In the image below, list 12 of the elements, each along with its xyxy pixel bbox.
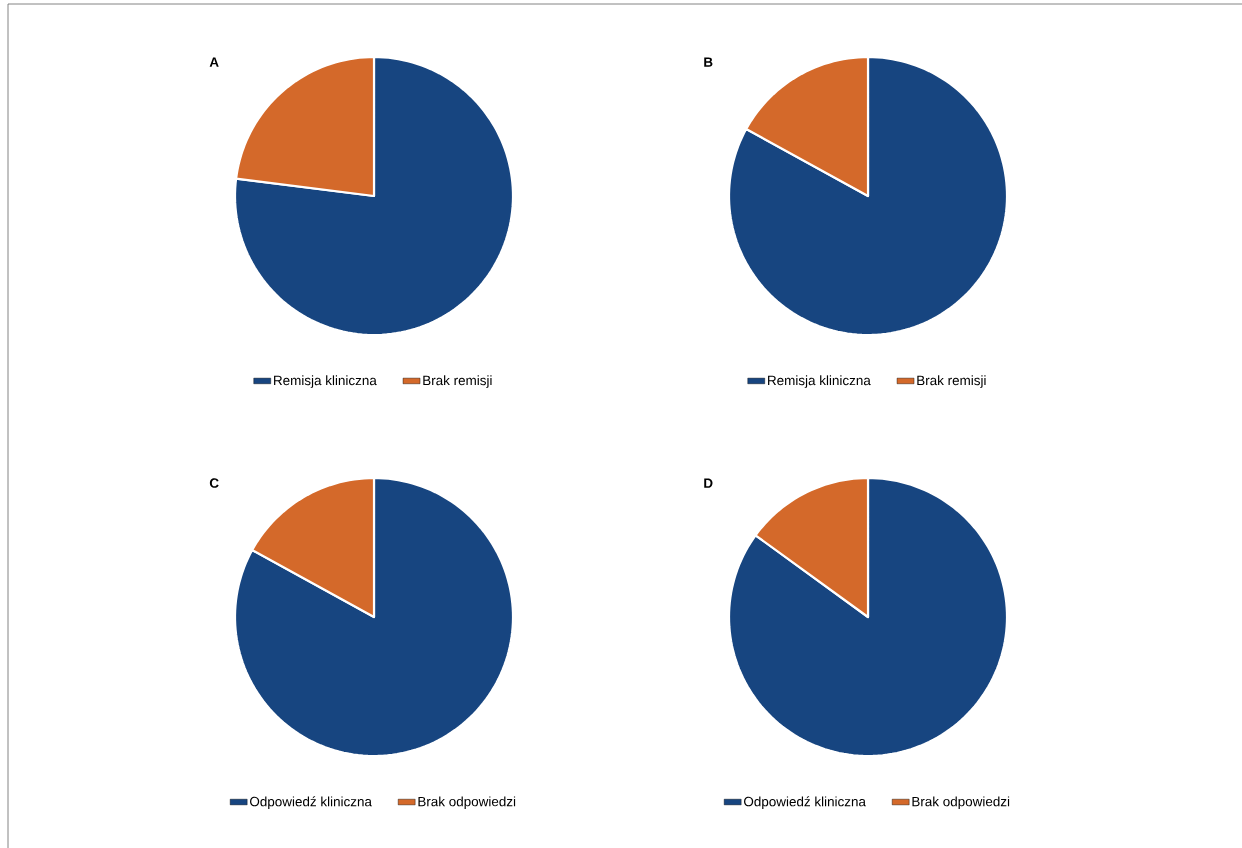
- chart-title: C: [209, 478, 219, 488]
- legend-label: Brak remisji: [423, 375, 492, 388]
- legend-label: Remisja kliniczna: [768, 375, 871, 388]
- legend-label: Brak odpowiedzi: [912, 796, 1010, 809]
- legend-label: Odpowiedź kliniczna: [250, 796, 372, 810]
- legend-label: Brak remisji: [917, 375, 986, 388]
- legend-label: Odpowiedź kliniczna: [744, 796, 866, 810]
- legend-label: Remisja kliniczna: [274, 375, 377, 388]
- legend-label: Brak odpowiedzi: [418, 796, 516, 809]
- chart-title: B: [704, 57, 713, 67]
- chart-title: D: [704, 478, 713, 488]
- chart-title: A: [209, 57, 219, 67]
